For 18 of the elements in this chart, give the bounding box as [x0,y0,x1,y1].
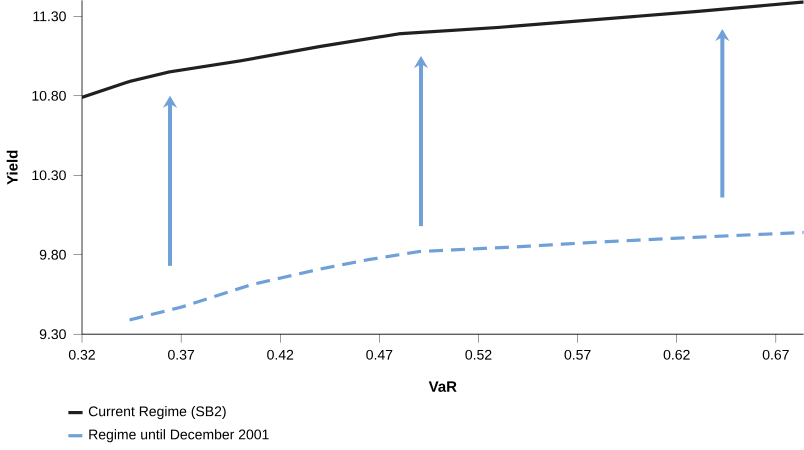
y-tick-label: 10.30 [32,170,66,180]
x-axis-title: VaR [428,381,457,392]
x-tick-label: 0.52 [465,350,492,360]
x-tick-label: 0.67 [762,350,789,360]
legend-label: Current Regime (SB2) [88,406,226,419]
line-series [128,230,804,322]
y-tick-label: 9.80 [40,250,66,260]
x-tick-label: 0.62 [664,350,690,360]
x-tick-label: 0.32 [68,350,95,360]
y-tick-label: 9.30 [40,329,66,340]
y-axis-title: Yield [6,150,18,185]
y-tick-label: 11.30 [34,11,66,22]
x-tick-label: 0.47 [366,350,392,360]
x-tick-label: 0.57 [564,350,591,360]
legend-label: Regime until December 2001 [89,429,269,442]
y-tick-label: 10.80 [32,90,66,101]
x-tick-label: 0.37 [168,350,194,360]
x-tick-label: 0.42 [267,350,294,360]
